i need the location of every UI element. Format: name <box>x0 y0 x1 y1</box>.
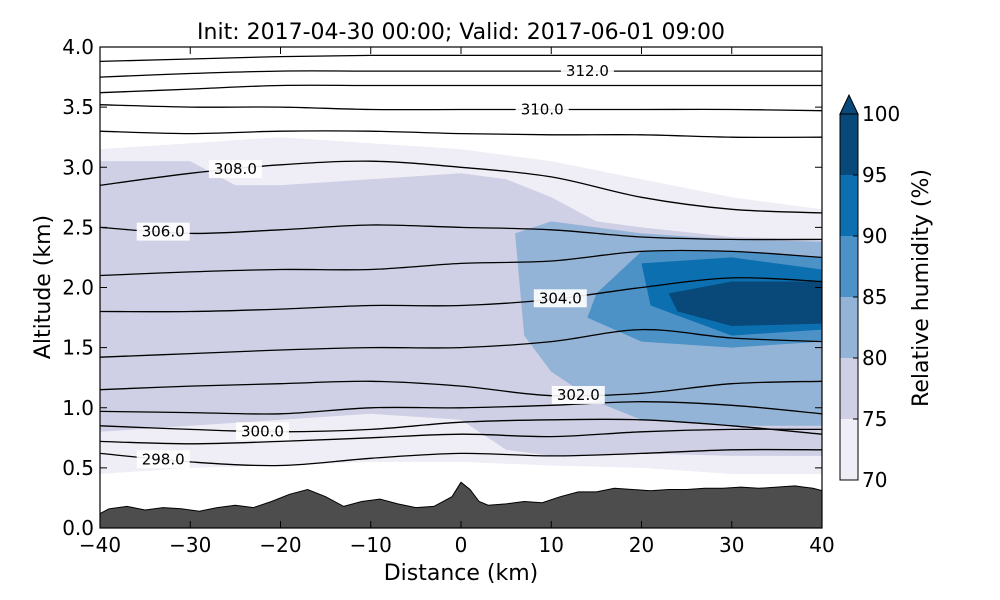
contour-label: 308.0 <box>214 160 257 178</box>
contour-label: 312.0 <box>566 62 609 80</box>
contour-labels: 298.0 300.0 302.0 304.0 306.0 308.0 310.0 312.0 <box>136 62 614 469</box>
x-tick-label: −20 <box>259 533 301 557</box>
theta-contour-line <box>100 380 822 397</box>
colorbar-tick-label: 95 <box>862 163 887 187</box>
theta-contour-line <box>100 224 822 241</box>
contour-label: 298.0 <box>142 450 185 468</box>
x-tick-label: −10 <box>350 533 392 557</box>
colorbar-segment-70 <box>840 419 858 480</box>
plot-area: 298.0 300.0 302.0 304.0 306.0 308.0 310.0 312.0 <box>99 46 823 529</box>
contour-label-background <box>533 289 587 308</box>
y-tick-label: 2.0 <box>62 276 94 300</box>
contour-label-background <box>136 450 190 469</box>
contour-label: 302.0 <box>557 386 600 404</box>
y-tick-label: 1.0 <box>62 396 94 420</box>
contour-label: 310.0 <box>521 101 564 119</box>
y-axis: 0.0 0.5 1.0 1.5 2.0 2.5 3.0 3.5 4.0 <box>62 35 822 540</box>
colorbar-segment-75 <box>840 358 858 419</box>
theta-contour-line <box>100 84 822 94</box>
y-tick-label: 3.5 <box>62 95 94 119</box>
colorbar-segment-85 <box>840 236 858 297</box>
theta-contour-line <box>100 104 822 112</box>
y-tick-label: 0.5 <box>62 456 94 480</box>
theta-contour-line <box>100 249 822 277</box>
contour-label-background <box>560 62 614 81</box>
theta-contour-line <box>100 401 822 415</box>
x-tick-label: 40 <box>809 533 834 557</box>
theta-contour-line <box>100 328 822 358</box>
colorbar-tick-label: 75 <box>862 407 887 431</box>
x-axis-label: Distance (km) <box>384 561 539 586</box>
theta-contour-line <box>100 428 822 445</box>
colorbar-tick-label: 85 <box>862 285 887 309</box>
humidity-shading <box>100 137 822 474</box>
y-tick-label: 4.0 <box>62 35 94 59</box>
contour-label-background <box>208 160 262 179</box>
theta-contour-line <box>100 54 822 63</box>
colorbar-segment-80 <box>840 297 858 358</box>
colorbar-extend-arrow <box>839 93 859 115</box>
x-tick-label: −40 <box>79 533 121 557</box>
contour-label: 306.0 <box>142 223 185 241</box>
theta-contour-line <box>100 70 822 78</box>
colorbar-tick-label: 80 <box>862 346 887 370</box>
y-tick-label: 2.5 <box>62 215 94 239</box>
x-tick-label: 0 <box>455 533 468 557</box>
colorbar-label: Relative humidity (%) <box>909 169 934 407</box>
humidity-band-95 <box>668 281 822 326</box>
contour-label-background <box>551 386 605 404</box>
x-tick-label: 20 <box>629 533 654 557</box>
colorbar-tick-label: 90 <box>862 224 887 248</box>
colorbar-segment-95 <box>840 114 858 175</box>
x-axis: −40 −30 −20 −10 0 10 20 30 40 <box>79 47 835 557</box>
x-tick-label: 10 <box>539 533 564 557</box>
colorbar: 70 75 80 85 90 95 100 <box>839 93 900 492</box>
y-tick-label: 0.0 <box>62 516 94 540</box>
theta-contours <box>100 54 822 467</box>
x-tick-label: −30 <box>169 533 211 557</box>
contour-label: 304.0 <box>539 289 582 307</box>
y-tick-label: 3.0 <box>62 155 94 179</box>
y-axis-label: Altitude (km) <box>31 215 56 359</box>
theta-contour-line <box>100 418 822 435</box>
colorbar-tick-label: 70 <box>862 468 887 492</box>
y-tick-label: 1.5 <box>62 336 94 360</box>
theta-contour-line <box>100 130 822 139</box>
contour-label-background <box>515 100 569 119</box>
colorbar-tick-label: 100 <box>862 102 900 126</box>
theta-contour-line <box>100 277 822 313</box>
terrain-profile <box>100 481 822 528</box>
terrain <box>100 481 822 528</box>
chart-title: Init: 2017-04-30 00:00; Valid: 2017-06-0… <box>197 20 725 45</box>
contour-label-background <box>136 222 190 241</box>
contour-label: 300.0 <box>241 422 284 440</box>
colorbar-segment-90 <box>840 175 858 236</box>
x-tick-label: 30 <box>719 533 744 557</box>
contour-label-background <box>236 422 289 441</box>
theta-contour-line <box>100 448 822 467</box>
